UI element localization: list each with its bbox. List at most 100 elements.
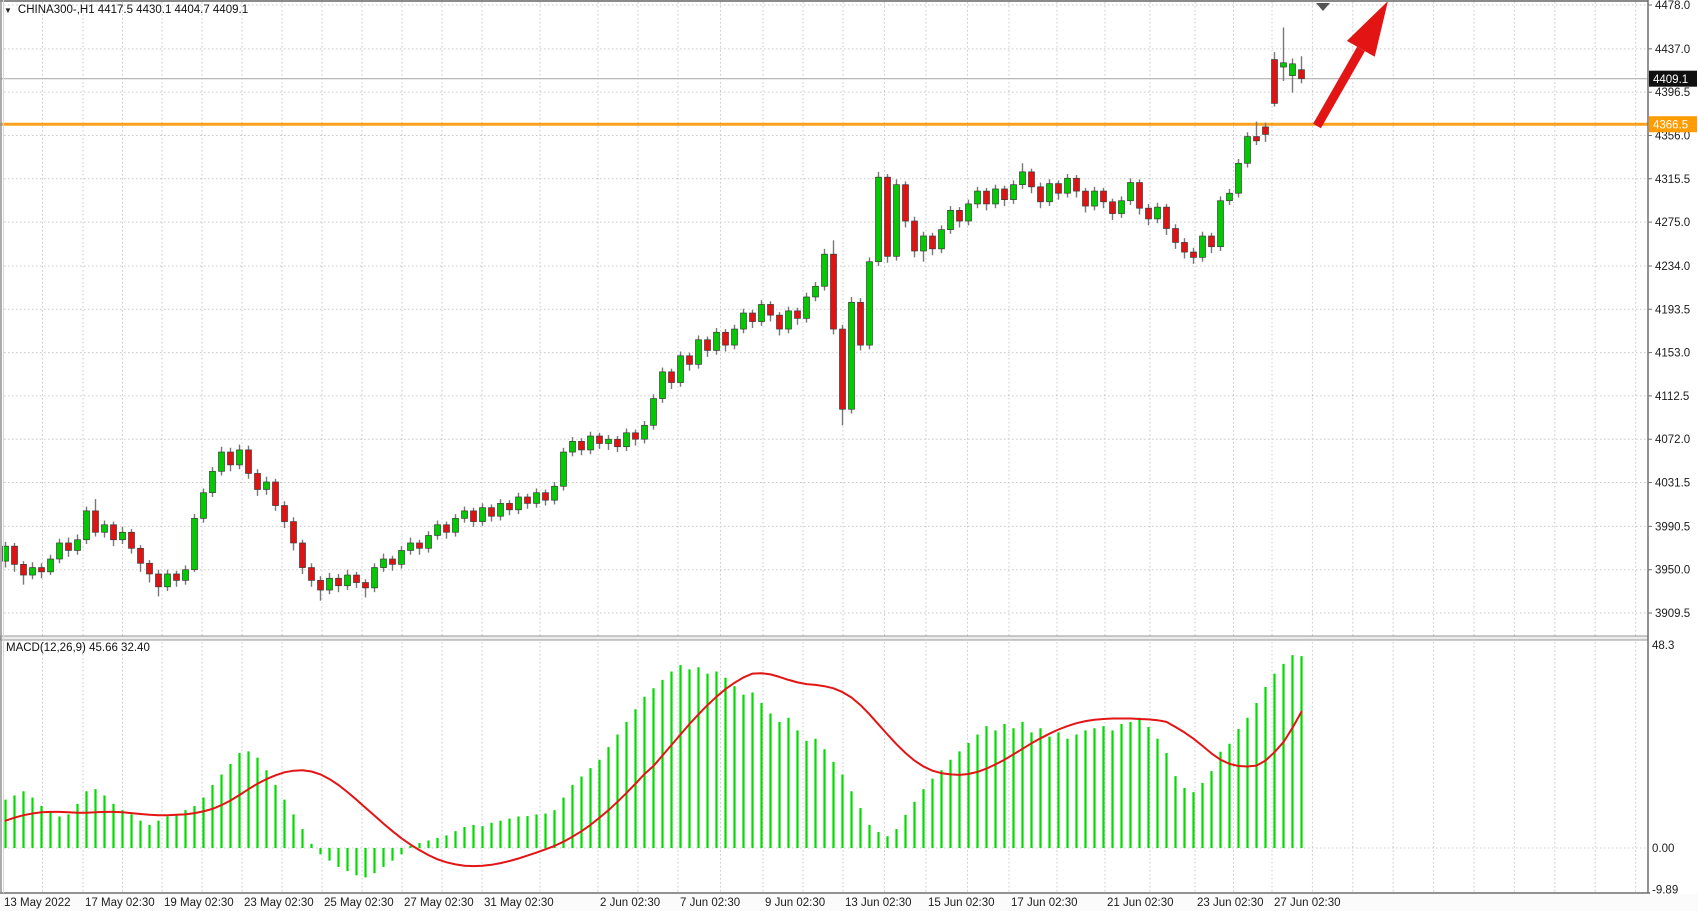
candle-body bbox=[92, 510, 99, 533]
time-axis-label[interactable]: 17 May 02:30 bbox=[85, 897, 155, 909]
candle-body bbox=[587, 435, 594, 451]
candle-body bbox=[1100, 190, 1107, 203]
candle-body bbox=[785, 310, 792, 330]
candle-body bbox=[47, 558, 54, 573]
candle-body bbox=[1064, 177, 1071, 194]
candle-body bbox=[11, 545, 18, 565]
macd-signal-line bbox=[4, 672, 1303, 868]
time-axis-label[interactable]: 23 Jun 02:30 bbox=[1197, 897, 1264, 909]
time-axis-label[interactable]: 2 Jun 02:30 bbox=[600, 897, 660, 909]
candle-body bbox=[1226, 192, 1233, 202]
price-axis-label: 4478.0 bbox=[1655, 0, 1690, 12]
candle-body bbox=[1019, 171, 1026, 186]
candle-body bbox=[920, 235, 927, 252]
price-axis-label: 4396.5 bbox=[1655, 87, 1690, 99]
candle-body bbox=[956, 209, 963, 222]
candle-body bbox=[488, 507, 495, 517]
candle-body bbox=[326, 577, 333, 591]
candle-body bbox=[119, 531, 126, 541]
time-axis-label[interactable]: 23 May 02:30 bbox=[244, 897, 314, 909]
candle-body bbox=[272, 481, 279, 506]
candle-body bbox=[974, 190, 981, 205]
trend-arrow-shaft[interactable] bbox=[1313, 46, 1365, 129]
candle-body bbox=[632, 432, 639, 440]
level-price-badge bbox=[1649, 116, 1697, 133]
candle-body bbox=[182, 569, 189, 581]
price-axis-label: 4234.0 bbox=[1655, 261, 1690, 273]
candle-body bbox=[569, 441, 576, 453]
candle-body bbox=[380, 558, 387, 568]
candle-body bbox=[1172, 228, 1179, 243]
candle-body bbox=[155, 573, 162, 588]
candle-body bbox=[812, 285, 819, 298]
candle-body bbox=[1037, 186, 1044, 203]
candle-body bbox=[1217, 200, 1224, 248]
candle-body bbox=[1253, 136, 1260, 142]
time-axis-label[interactable]: 27 Jun 02:30 bbox=[1274, 897, 1341, 909]
candle-body bbox=[299, 542, 306, 568]
time-axis-labels: 13 May 2022 17 May 02:30 19 May 02:30 23 Ma… bbox=[4, 897, 1341, 909]
candle-body bbox=[938, 229, 945, 250]
candle-body bbox=[497, 503, 504, 517]
candle-body bbox=[461, 510, 468, 519]
candle-body bbox=[290, 521, 297, 544]
candle-body bbox=[1244, 136, 1251, 164]
candle-body bbox=[1046, 183, 1053, 203]
candle-body bbox=[1163, 206, 1170, 229]
candle-body bbox=[929, 235, 936, 250]
level-price-badge-text: 4366.5 bbox=[1653, 120, 1688, 132]
price-axis-label: 4437.0 bbox=[1655, 44, 1690, 56]
candle-body bbox=[758, 304, 765, 322]
price-axis-label: 4356.0 bbox=[1655, 130, 1690, 142]
time-axis-label[interactable]: 13 May 2022 bbox=[4, 897, 71, 909]
time-axis-label[interactable]: 13 Jun 02:30 bbox=[845, 897, 912, 909]
candle-body bbox=[362, 582, 369, 589]
candle-body bbox=[344, 574, 351, 587]
price-axis-label: 4275.0 bbox=[1655, 217, 1690, 229]
candle-body bbox=[1208, 235, 1215, 248]
candle-body bbox=[965, 203, 972, 222]
time-axis-label[interactable]: 31 May 02:30 bbox=[484, 897, 554, 909]
candle-body bbox=[29, 567, 36, 576]
candle-body bbox=[911, 220, 918, 252]
time-axis-label[interactable]: 9 Jun 02:30 bbox=[765, 897, 825, 909]
time-axis-label[interactable]: 25 May 02:30 bbox=[324, 897, 394, 909]
candle-body bbox=[848, 301, 855, 410]
candle-body bbox=[947, 209, 954, 230]
candle-body bbox=[74, 539, 81, 551]
chart-header: ▼ CHINA300-,H1 4417.5 4430.1 4404.7 4409… bbox=[4, 4, 248, 16]
candle-body bbox=[776, 314, 783, 330]
time-axis-label[interactable]: 17 Jun 02:30 bbox=[1011, 897, 1078, 909]
price-axis-label: 4153.0 bbox=[1655, 348, 1690, 360]
trend-arrow-head[interactable] bbox=[1346, 1, 1388, 57]
time-axis-label[interactable]: 21 Jun 02:30 bbox=[1107, 897, 1174, 909]
time-axis-label[interactable]: 19 May 02:30 bbox=[164, 897, 234, 909]
candle-body bbox=[614, 438, 621, 448]
candle-body bbox=[740, 312, 747, 330]
candle-body bbox=[875, 176, 882, 263]
panel-divider[interactable] bbox=[0, 635, 1649, 641]
candle-body bbox=[209, 470, 216, 494]
candle-body bbox=[137, 547, 144, 564]
candle-body bbox=[515, 496, 522, 511]
chevron-down-icon[interactable]: ▼ bbox=[4, 5, 12, 15]
time-axis-label[interactable]: 27 May 02:30 bbox=[404, 897, 474, 909]
candle-body bbox=[677, 355, 684, 383]
price-axis-label: 4031.5 bbox=[1655, 478, 1690, 490]
candle-body bbox=[749, 312, 756, 322]
candle-body bbox=[38, 567, 45, 573]
candle-body bbox=[200, 492, 207, 519]
candle-body bbox=[1073, 177, 1080, 192]
candle-body bbox=[668, 371, 675, 383]
candle-body bbox=[1001, 188, 1008, 200]
candle-body bbox=[686, 355, 693, 365]
candle-body bbox=[821, 253, 828, 287]
candle-body bbox=[524, 496, 531, 504]
candle-body bbox=[236, 449, 243, 466]
candle-body bbox=[551, 485, 558, 501]
time-axis-label[interactable]: 15 Jun 02:30 bbox=[928, 897, 995, 909]
candle-body bbox=[2, 545, 9, 562]
candle-body bbox=[1118, 200, 1125, 214]
time-axis-label[interactable]: 7 Jun 02:30 bbox=[680, 897, 740, 909]
